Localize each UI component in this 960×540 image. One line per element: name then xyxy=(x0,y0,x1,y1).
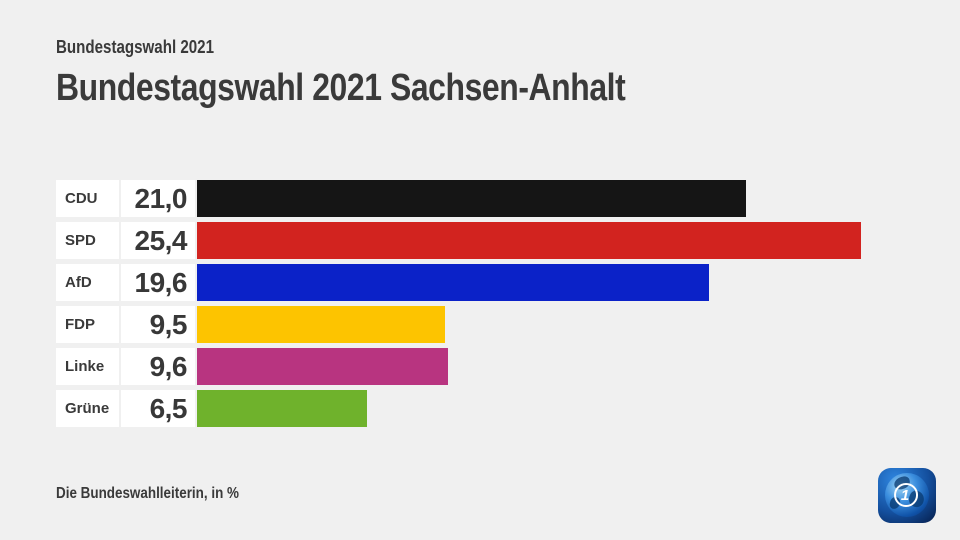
ard-logo: 1 xyxy=(878,468,936,523)
party-label: Linke xyxy=(56,348,119,385)
party-label: FDP xyxy=(56,306,119,343)
bar xyxy=(197,222,861,259)
chart-row: SPD 25,4 xyxy=(56,222,861,259)
party-label: AfD xyxy=(56,264,119,301)
bar xyxy=(197,390,367,427)
party-label: Grüne xyxy=(56,390,119,427)
bar xyxy=(197,306,445,343)
bar xyxy=(197,180,746,217)
page-title: Bundestagswahl 2021 Sachsen-Anhalt xyxy=(56,67,626,109)
das-erste-one-icon: 1 xyxy=(894,483,919,507)
value-label: 21,0 xyxy=(121,180,195,217)
bar xyxy=(197,264,709,301)
globe-icon: 1 xyxy=(885,473,929,517)
party-label: CDU xyxy=(56,180,119,217)
source-note: Die Bundeswahlleiterin, in % xyxy=(56,485,239,502)
chart-row: Linke 9,6 xyxy=(56,348,448,385)
value-label: 9,5 xyxy=(121,306,195,343)
one-glyph: 1 xyxy=(900,486,910,504)
chart-row: AfD 19,6 xyxy=(56,264,709,301)
bar xyxy=(197,348,448,385)
value-label: 9,6 xyxy=(121,348,195,385)
kicker: Bundestagswahl 2021 xyxy=(56,37,214,57)
chart-row: FDP 9,5 xyxy=(56,306,445,343)
value-label: 19,6 xyxy=(121,264,195,301)
value-label: 25,4 xyxy=(121,222,195,259)
chart-row: CDU 21,0 xyxy=(56,180,746,217)
value-label: 6,5 xyxy=(121,390,195,427)
party-label: SPD xyxy=(56,222,119,259)
chart-row: Grüne 6,5 xyxy=(56,390,367,427)
